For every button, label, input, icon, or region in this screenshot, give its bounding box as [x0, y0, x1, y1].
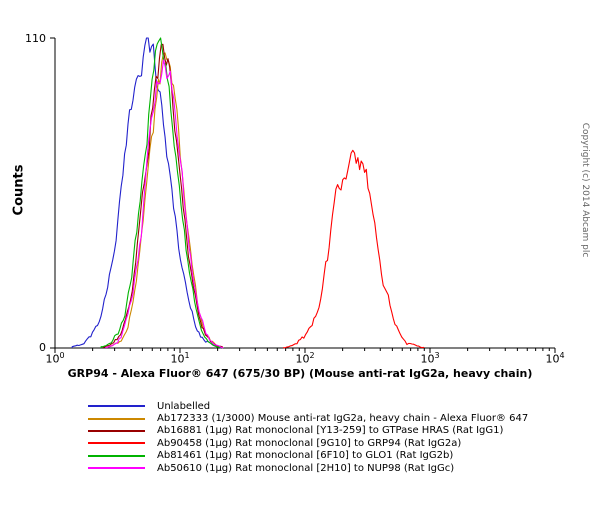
y-axis-title: Counts — [11, 164, 27, 216]
legend-label: Ab172333 (1/3000) Mouse anti-rat IgG2a, … — [157, 413, 529, 425]
legend-item: Ab172333 (1/3000) Mouse anti-rat IgG2a, … — [88, 412, 528, 424]
legend-label: Ab50610 (1µg) Rat monoclonal [2H10] to N… — [157, 462, 455, 474]
series-curve-3 — [102, 43, 223, 348]
legend-item: Ab81461 (1µg) Rat monoclonal [6F10] to G… — [88, 450, 528, 462]
legend-label: Ab90458 (1µg) Rat monoclonal [9G10] to G… — [157, 437, 462, 449]
legend-color-line — [88, 417, 145, 420]
histogram-curves — [71, 37, 425, 349]
series-curve-6 — [105, 59, 224, 349]
axes — [50, 37, 556, 353]
legend-item: Unlabelled — [88, 400, 528, 412]
legend-color-line — [88, 405, 145, 408]
series-curve-1 — [71, 37, 222, 349]
plot-area — [50, 37, 556, 353]
legend-label: Ab16881 (1µg) Rat monoclonal [Y13-259] t… — [157, 425, 504, 437]
x-tick-label: 100 — [45, 351, 65, 366]
series-curve-4 — [282, 149, 425, 349]
x-tick-label: 104 — [545, 351, 565, 366]
legend-item: Ab16881 (1µg) Rat monoclonal [Y13-259] t… — [88, 425, 528, 437]
legend-label: Unlabelled — [157, 400, 211, 412]
legend-color-line — [88, 467, 145, 470]
legend-item: Ab90458 (1µg) Rat monoclonal [9G10] to G… — [88, 437, 528, 449]
copyright-text: Copyright (c) 2014 Abcam plc — [580, 122, 590, 258]
legend-label: Ab81461 (1µg) Rat monoclonal [6F10] to G… — [157, 450, 454, 462]
x-tick-label: 103 — [420, 351, 440, 366]
series-curve-2 — [107, 52, 224, 348]
x-tick-label: 102 — [295, 351, 315, 366]
x-axis-title: GRP94 - Alexa Fluor® 647 (675/30 BP) (Mo… — [67, 367, 533, 380]
x-tick-label: 101 — [170, 351, 190, 366]
legend-color-line — [88, 454, 145, 457]
series-curve-5 — [100, 37, 221, 348]
y-tick-label-max: 110 — [25, 32, 46, 45]
legend-item: Ab50610 (1µg) Rat monoclonal [2H10] to N… — [88, 462, 528, 474]
y-tick-label-min: 0 — [39, 341, 46, 354]
legend: Unlabelled Ab172333 (1/3000) Mouse anti-r… — [88, 400, 528, 474]
legend-color-line — [88, 442, 145, 445]
legend-color-line — [88, 429, 145, 432]
